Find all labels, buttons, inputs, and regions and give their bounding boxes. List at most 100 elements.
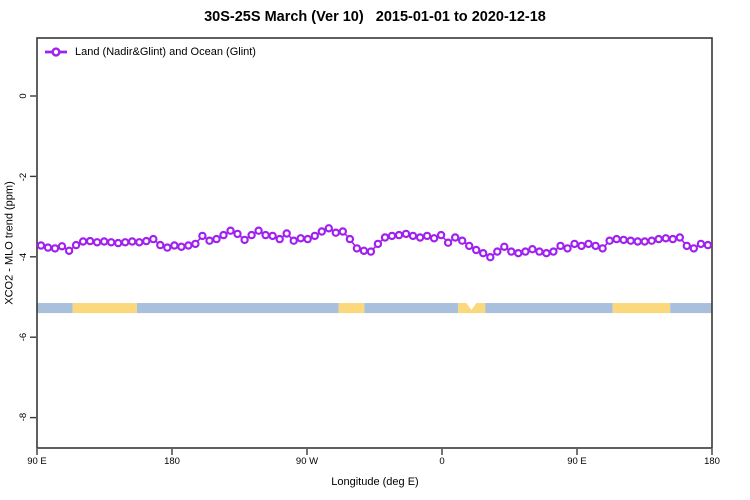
data-point-marker [240,235,249,245]
data-point-marker [149,234,158,244]
data-point-marker [359,246,369,255]
band-segment-ocean [37,303,73,314]
data-point-marker [64,246,74,255]
data-point-marker [584,239,593,249]
data-point-marker [563,244,572,253]
data-point-marker [521,247,530,256]
data-point-marker [78,237,88,246]
data-point-marker [394,230,404,240]
legend-marker-icon [51,47,61,57]
data-point-marker [661,234,671,243]
data-point-marker [303,234,312,244]
data-point-marker [57,242,67,251]
x-tick-label-3: 0 [439,456,445,467]
data-point-marker [142,236,151,246]
x-tick-label-0: 90 E [27,456,47,467]
band-segment-land [72,303,137,314]
data-point-marker [479,248,488,258]
data-point-marker [647,236,656,245]
data-point-marker [135,238,144,247]
band-segment-ocean [136,303,339,314]
data-point-marker [486,253,495,262]
plot-area-border [36,37,713,449]
data-point-marker [682,241,692,251]
band-segment-land [612,303,671,314]
data-point-marker [570,239,579,249]
data-point-marker [352,244,362,253]
data-point-marker [458,236,467,245]
data-point-marker [535,247,544,256]
band-notch [466,303,477,311]
data-point-marker [261,230,270,240]
data-point-marker [92,238,102,247]
data-point-marker [289,236,298,245]
data-point-marker [127,237,137,246]
y-tick-label-0: 0 [17,93,29,99]
data-point-marker [380,233,390,242]
data-point-marker [591,241,600,251]
data-point-marker [507,247,516,256]
data-point-marker [689,244,699,253]
data-point-marker [619,235,628,245]
data-point-marker [191,239,200,249]
data-point-marker [436,230,446,240]
legend: Land (Nadir&Glint) and Ocean (Glint) [75,45,256,59]
data-point-marker [451,233,460,242]
data-point-marker [184,241,193,250]
data-point-marker [366,247,376,256]
data-point-marker [472,245,481,255]
data-point-marker [528,244,537,254]
band-segment-ocean [485,303,613,314]
data-point-marker [310,231,319,241]
data-point-marker [703,240,713,250]
data-point-marker [282,229,291,238]
legend-label: Land (Nadir&Glint) and Ocean (Glint) [75,46,256,58]
data-point-marker [156,240,165,250]
data-point-marker [177,242,186,251]
data-point-marker [254,226,263,235]
x-tick-label-2: 90 W [295,456,319,467]
data-point-marker [198,231,207,241]
data-point-marker [633,237,642,246]
data-point-marker [36,241,46,250]
data-point-marker [675,233,685,242]
data-point-marker [85,236,95,246]
data-point-marker [324,224,333,233]
band-segment-ocean [670,303,712,314]
data-point-marker [120,238,130,247]
y-tick-label-3: -6 [17,332,29,342]
data-point-marker [170,241,179,250]
data-point-marker [549,247,558,256]
data-point-marker [247,230,256,240]
data-point-marker [275,234,284,244]
data-point-marker [696,239,706,249]
chart-title: 30S-25S March (Ver 10) 2015-01-01 to 202… [204,9,546,25]
data-point-marker [514,248,523,258]
data-point-marker [598,244,607,253]
data-point-marker [408,231,418,241]
data-point-marker [106,238,116,247]
y-tick-label-4: -8 [17,412,29,422]
data-point-marker [99,237,109,246]
data-point-marker [401,229,411,239]
data-point-marker [233,229,242,239]
band-segment-ocean [364,303,459,314]
band-segment-land [338,303,365,314]
data-point-marker [542,248,551,258]
data-point-marker [387,231,397,241]
data-point-marker [415,233,425,242]
data-point-marker [331,228,340,237]
data-point-marker [605,236,614,245]
data-point-marker [429,234,439,243]
data-point-marker [465,241,474,251]
x-axis-title: Longitude (deg E) [331,476,419,488]
data-point-marker [654,234,663,244]
data-point-marker [668,234,678,244]
data-point-marker [443,238,453,247]
data-point-marker [113,238,123,248]
y-tick-label-1: -2 [17,172,29,182]
data-point-marker [71,240,81,250]
data-point-marker [338,227,347,236]
